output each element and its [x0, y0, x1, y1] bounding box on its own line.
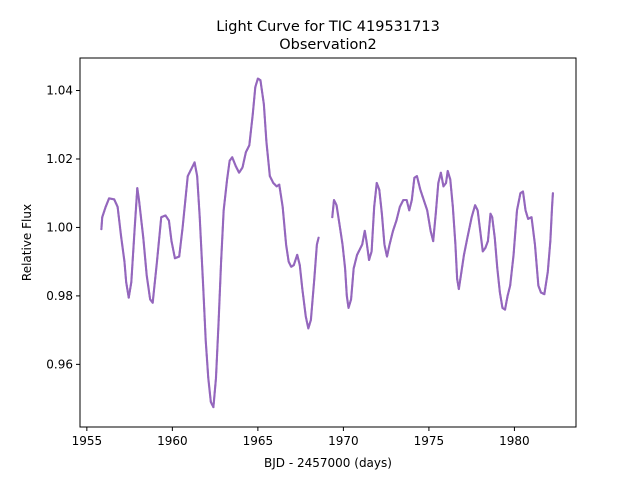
- flux-point: [317, 236, 320, 239]
- x-tick-label: 1980: [499, 434, 530, 448]
- x-tick-label: 1960: [157, 434, 188, 448]
- y-axis: 0.96 0.98 1.00 1.02 1.04: [46, 84, 80, 371]
- flux-series-segment-2: [331, 169, 555, 311]
- axes-frame: [79, 57, 577, 428]
- x-tick-label: 1955: [72, 434, 103, 448]
- y-tick-label: 0.98: [46, 289, 73, 303]
- y-tick-label: 1.00: [46, 220, 73, 234]
- y-tick-label: 1.04: [46, 84, 73, 98]
- flux-point: [551, 192, 555, 195]
- flux-series-segment-1: [100, 77, 320, 409]
- x-tick-label: 1970: [328, 434, 359, 448]
- y-tick-label: 0.96: [46, 357, 73, 371]
- x-tick-label: 1965: [243, 434, 274, 448]
- x-axis: 1955 1960 1965 1970 1975 1980: [72, 427, 530, 448]
- chart-subtitle: Observation2: [279, 37, 377, 53]
- x-tick-label: 1975: [414, 434, 445, 448]
- x-axis-label: BJD - 2457000 (days): [264, 456, 392, 470]
- y-axis-label: Relative Flux: [20, 204, 34, 281]
- y-tick-label: 1.02: [46, 152, 73, 166]
- plot-area: [100, 77, 555, 409]
- chart-title: Light Curve for TIC 419531713: [216, 19, 440, 35]
